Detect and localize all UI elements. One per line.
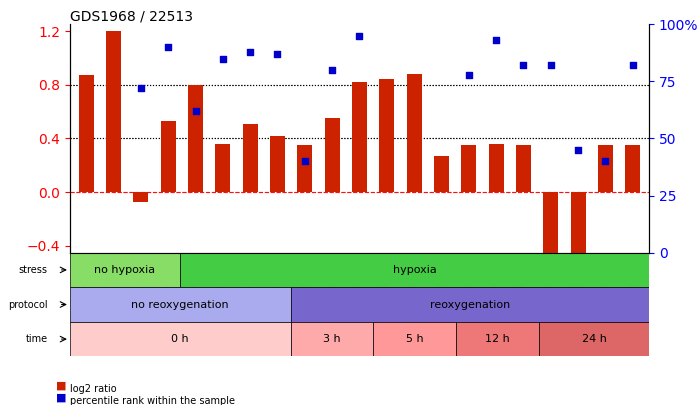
Text: GDS1968 / 22513: GDS1968 / 22513 — [70, 9, 193, 23]
FancyBboxPatch shape — [373, 322, 456, 356]
Text: log2 ratio: log2 ratio — [70, 384, 117, 394]
Text: 24 h: 24 h — [581, 334, 607, 344]
Point — [244, 49, 255, 55]
Bar — [297, 145, 312, 192]
Point — [545, 62, 556, 68]
Text: reoxygenation: reoxygenation — [430, 300, 510, 309]
Text: no hypoxia: no hypoxia — [94, 265, 156, 275]
Point — [463, 71, 475, 78]
Text: 5 h: 5 h — [406, 334, 424, 344]
Bar — [598, 145, 613, 192]
Text: protocol: protocol — [8, 300, 47, 309]
Point — [327, 67, 338, 73]
Bar — [434, 156, 449, 192]
Bar — [243, 124, 258, 192]
Bar — [625, 145, 640, 192]
Bar — [270, 136, 285, 192]
Point — [600, 158, 611, 164]
FancyBboxPatch shape — [539, 322, 649, 356]
FancyBboxPatch shape — [70, 322, 290, 356]
Bar — [407, 74, 422, 192]
Text: 3 h: 3 h — [323, 334, 341, 344]
Bar — [161, 121, 176, 192]
Bar — [79, 75, 94, 192]
Bar — [188, 85, 203, 192]
FancyBboxPatch shape — [70, 287, 290, 322]
Point — [572, 147, 584, 153]
Point — [628, 62, 639, 68]
Point — [163, 44, 174, 50]
Bar — [106, 31, 121, 192]
Text: ■: ■ — [56, 381, 66, 391]
Bar — [570, 192, 586, 253]
Text: stress: stress — [19, 265, 47, 275]
Point — [272, 51, 283, 57]
FancyBboxPatch shape — [290, 287, 649, 322]
Bar — [489, 144, 504, 192]
Point — [190, 108, 201, 114]
Text: percentile rank within the sample: percentile rank within the sample — [70, 396, 235, 405]
Bar — [133, 192, 149, 202]
FancyBboxPatch shape — [70, 253, 180, 287]
Text: no reoxygenation: no reoxygenation — [131, 300, 229, 309]
Point — [354, 32, 365, 39]
Bar — [543, 192, 558, 266]
Bar — [379, 79, 394, 192]
Bar — [352, 82, 367, 192]
Text: time: time — [26, 334, 47, 344]
Bar — [325, 118, 340, 192]
Text: 12 h: 12 h — [485, 334, 510, 344]
Text: hypoxia: hypoxia — [393, 265, 436, 275]
Bar — [461, 145, 476, 192]
Bar — [516, 145, 531, 192]
Point — [217, 55, 228, 62]
Text: 0 h: 0 h — [171, 334, 189, 344]
Text: stress: stress — [0, 404, 1, 405]
Text: time: time — [0, 404, 1, 405]
Text: ■: ■ — [56, 393, 66, 403]
FancyBboxPatch shape — [290, 322, 373, 356]
Point — [299, 158, 311, 164]
Point — [518, 62, 529, 68]
FancyBboxPatch shape — [180, 253, 649, 287]
Bar — [215, 144, 230, 192]
Text: protocol: protocol — [0, 404, 1, 405]
FancyBboxPatch shape — [456, 322, 539, 356]
Point — [135, 85, 147, 92]
Point — [491, 37, 502, 43]
